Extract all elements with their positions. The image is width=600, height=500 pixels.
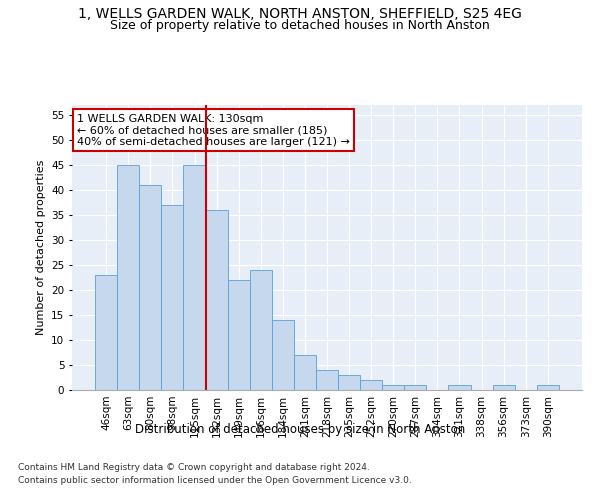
Bar	[537, 385, 559, 390]
Text: 1, WELLS GARDEN WALK, NORTH ANSTON, SHEFFIELD, S25 4EG: 1, WELLS GARDEN WALK, NORTH ANSTON, SHEF…	[78, 8, 522, 22]
Text: Distribution of detached houses by size in North Anston: Distribution of detached houses by size …	[135, 422, 465, 436]
Bar	[382, 385, 404, 390]
Text: Contains public sector information licensed under the Open Government Licence v3: Contains public sector information licen…	[18, 476, 412, 485]
Bar	[227, 280, 250, 390]
Bar	[117, 165, 139, 390]
Bar	[95, 275, 117, 390]
Bar	[294, 355, 316, 390]
Bar	[184, 165, 206, 390]
Bar	[448, 385, 470, 390]
Bar	[404, 385, 427, 390]
Bar	[272, 320, 294, 390]
Bar	[206, 210, 227, 390]
Bar	[316, 370, 338, 390]
Text: Size of property relative to detached houses in North Anston: Size of property relative to detached ho…	[110, 19, 490, 32]
Text: Contains HM Land Registry data © Crown copyright and database right 2024.: Contains HM Land Registry data © Crown c…	[18, 464, 370, 472]
Bar	[338, 375, 360, 390]
Bar	[139, 185, 161, 390]
Bar	[493, 385, 515, 390]
Text: 1 WELLS GARDEN WALK: 130sqm
← 60% of detached houses are smaller (185)
40% of se: 1 WELLS GARDEN WALK: 130sqm ← 60% of det…	[77, 114, 350, 147]
Bar	[161, 205, 184, 390]
Y-axis label: Number of detached properties: Number of detached properties	[35, 160, 46, 335]
Bar	[250, 270, 272, 390]
Bar	[360, 380, 382, 390]
